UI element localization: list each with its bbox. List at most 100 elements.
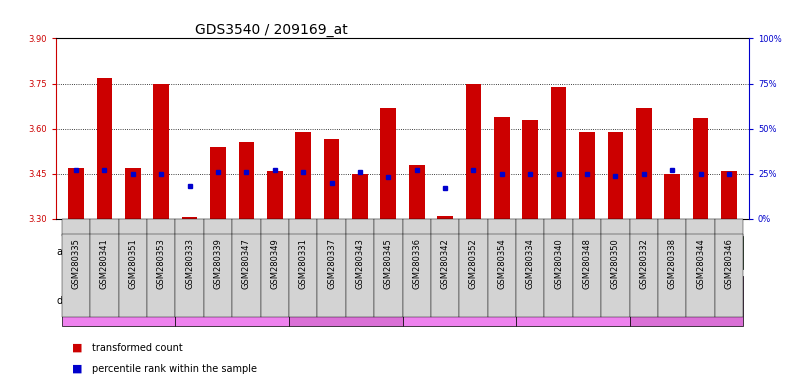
Bar	[380, 108, 396, 219]
Text: Mycobacterium tuberculosis H37Rv lysate: Mycobacterium tuberculosis H37Rv lysate	[470, 247, 676, 258]
Text: transformed count: transformed count	[92, 343, 183, 353]
Bar	[630, 276, 743, 326]
Text: previous pulmonary
tuberculosis: previous pulmonary tuberculosis	[528, 292, 618, 311]
Text: GSM280347: GSM280347	[242, 238, 251, 289]
Bar	[119, 234, 147, 317]
Text: GSM280341: GSM280341	[100, 238, 109, 289]
Bar	[352, 174, 368, 219]
Text: GSM280331: GSM280331	[299, 238, 308, 289]
Bar	[545, 219, 573, 236]
Text: disease state: disease state	[57, 296, 122, 306]
Bar	[210, 147, 226, 219]
Bar	[125, 168, 140, 219]
Text: latent tuberculosis: latent tuberculosis	[304, 297, 388, 306]
Bar	[409, 165, 425, 219]
Text: GSM280335: GSM280335	[71, 238, 80, 289]
Text: agent: agent	[57, 247, 85, 258]
Bar	[573, 234, 602, 317]
Text: GSM280353: GSM280353	[157, 238, 166, 289]
Bar	[522, 120, 538, 219]
Bar	[175, 276, 289, 326]
Text: GSM280340: GSM280340	[554, 238, 563, 289]
Bar	[658, 234, 686, 317]
Bar	[693, 118, 708, 219]
Bar	[686, 234, 714, 317]
Bar	[374, 219, 403, 236]
Bar	[665, 174, 680, 219]
Text: GSM280352: GSM280352	[469, 238, 478, 289]
Text: previous pulmonary
tuberculosis: previous pulmonary tuberculosis	[187, 292, 277, 311]
Bar	[579, 132, 595, 219]
Bar	[573, 219, 602, 236]
Bar	[403, 236, 743, 269]
Bar	[714, 219, 743, 236]
Text: GSM280344: GSM280344	[696, 238, 705, 289]
Text: previous meningeal
tuberculosis: previous meningeal tuberculosis	[414, 292, 504, 311]
Bar	[403, 276, 516, 326]
Bar	[153, 84, 169, 219]
Text: GSM280346: GSM280346	[725, 238, 734, 289]
Bar	[516, 219, 545, 236]
Bar	[465, 84, 481, 219]
Bar	[289, 234, 317, 317]
Bar	[602, 219, 630, 236]
Bar	[516, 276, 630, 326]
Bar	[459, 234, 488, 317]
Bar	[459, 219, 488, 236]
Bar	[296, 132, 311, 219]
Bar	[239, 142, 254, 219]
Bar	[62, 234, 91, 317]
Text: previous meningeal
tuberculosis: previous meningeal tuberculosis	[74, 292, 163, 311]
Bar	[437, 216, 453, 219]
Bar	[182, 217, 197, 219]
Bar	[147, 219, 175, 236]
Bar	[260, 234, 289, 317]
Text: control: control	[215, 247, 249, 258]
Bar	[488, 219, 516, 236]
Bar	[714, 234, 743, 317]
Bar	[62, 236, 403, 269]
Text: GSM280351: GSM280351	[128, 238, 137, 289]
Text: GSM280345: GSM280345	[384, 238, 392, 289]
Bar	[636, 108, 652, 219]
Text: GSM280332: GSM280332	[639, 238, 648, 289]
Bar	[431, 234, 459, 317]
Bar	[721, 171, 737, 219]
Bar	[317, 234, 346, 317]
Bar	[608, 132, 623, 219]
Bar	[91, 219, 119, 236]
Text: GSM280343: GSM280343	[356, 238, 364, 289]
Bar	[602, 234, 630, 317]
Bar	[203, 234, 232, 317]
Text: GSM280334: GSM280334	[525, 238, 535, 289]
Bar	[431, 219, 459, 236]
Text: GDS3540 / 209169_at: GDS3540 / 209169_at	[195, 23, 348, 37]
Bar	[267, 171, 283, 219]
Bar	[346, 219, 374, 236]
Bar	[147, 234, 175, 317]
Text: latent tuberculosis: latent tuberculosis	[644, 297, 729, 306]
Bar	[91, 234, 119, 317]
Bar	[403, 234, 431, 317]
Bar	[232, 234, 260, 317]
Bar	[630, 219, 658, 236]
Bar	[68, 168, 84, 219]
Bar	[403, 219, 431, 236]
Bar	[232, 219, 260, 236]
Bar	[374, 234, 403, 317]
Bar	[545, 234, 573, 317]
Bar	[494, 117, 509, 219]
Text: GSM280333: GSM280333	[185, 238, 194, 290]
Bar	[686, 219, 714, 236]
Bar	[289, 219, 317, 236]
Bar	[324, 139, 340, 219]
Text: percentile rank within the sample: percentile rank within the sample	[92, 364, 257, 374]
Bar	[551, 86, 566, 219]
Bar	[289, 276, 403, 326]
Text: ■: ■	[72, 343, 83, 353]
Text: GSM280350: GSM280350	[611, 238, 620, 289]
Text: GSM280354: GSM280354	[497, 238, 506, 289]
Bar	[62, 219, 91, 236]
Bar	[175, 219, 203, 236]
Text: GSM280342: GSM280342	[441, 238, 449, 289]
